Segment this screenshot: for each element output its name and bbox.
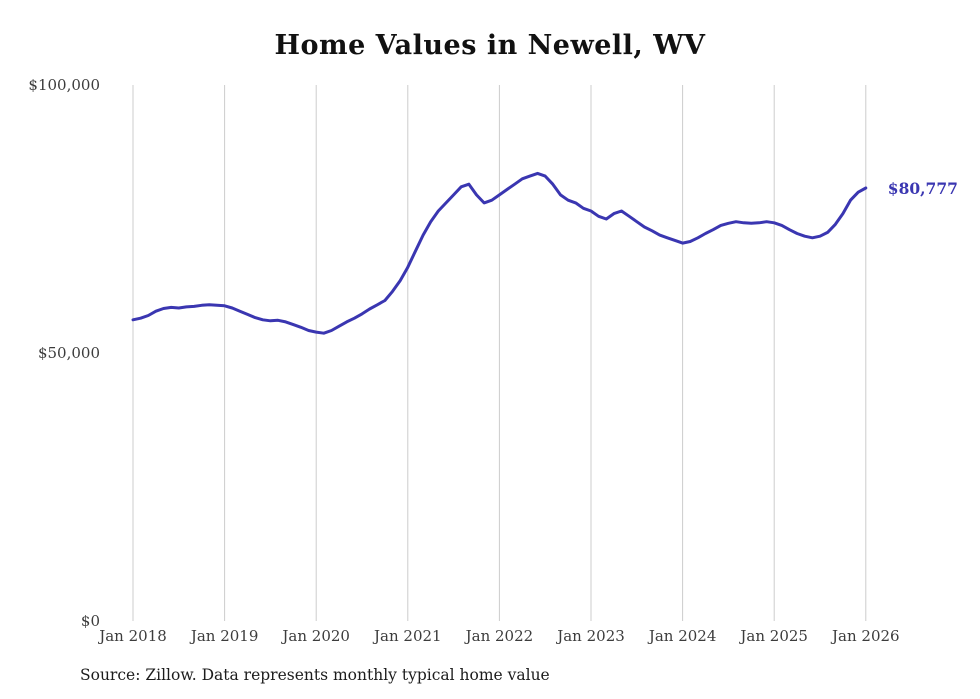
x-tick-label: Jan 2026: [830, 627, 900, 645]
end-value-label: $80,777: [888, 179, 958, 198]
value-line: [131, 171, 868, 335]
y-tick-label: $100,000: [28, 76, 100, 94]
x-tick-label: Jan 2020: [280, 627, 350, 645]
x-tick-label: Jan 2019: [189, 627, 259, 645]
x-tick-label: Jan 2022: [464, 627, 534, 645]
x-tick-label: Jan 2024: [647, 627, 717, 645]
y-tick-label: $0: [81, 612, 100, 630]
source-note: Source: Zillow. Data represents monthly …: [80, 666, 550, 684]
y-tick-label: $50,000: [38, 344, 100, 362]
x-tick-label: Jan 2023: [555, 627, 625, 645]
x-tick-label: Jan 2021: [372, 627, 442, 645]
x-tick-label: Jan 2025: [738, 627, 808, 645]
x-tick-label: Jan 2018: [97, 627, 167, 645]
chart-title: Home Values in Newell, WV: [274, 30, 706, 61]
